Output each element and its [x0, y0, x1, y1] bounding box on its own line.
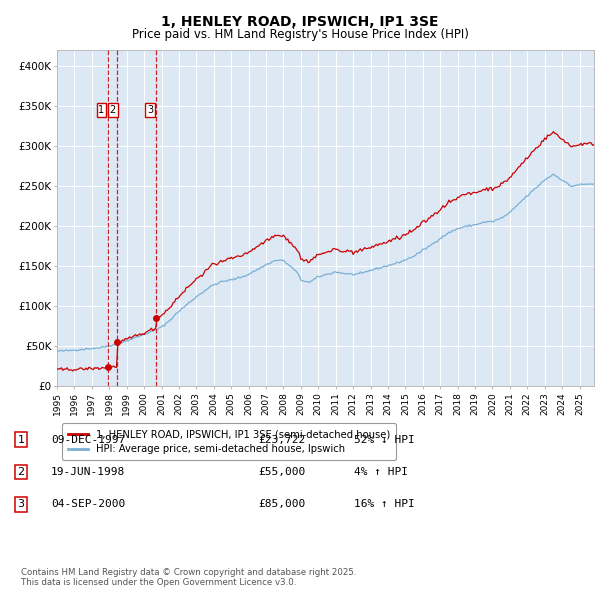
Text: £85,000: £85,000: [258, 500, 305, 509]
Text: Price paid vs. HM Land Registry's House Price Index (HPI): Price paid vs. HM Land Registry's House …: [131, 28, 469, 41]
Text: 19-JUN-1998: 19-JUN-1998: [51, 467, 125, 477]
Text: 1, HENLEY ROAD, IPSWICH, IP1 3SE: 1, HENLEY ROAD, IPSWICH, IP1 3SE: [161, 15, 439, 29]
Text: 16% ↑ HPI: 16% ↑ HPI: [354, 500, 415, 509]
Text: 04-SEP-2000: 04-SEP-2000: [51, 500, 125, 509]
Text: £23,722: £23,722: [258, 435, 305, 444]
Text: Contains HM Land Registry data © Crown copyright and database right 2025.
This d: Contains HM Land Registry data © Crown c…: [21, 568, 356, 587]
Legend: 1, HENLEY ROAD, IPSWICH, IP1 3SE (semi-detached house), HPI: Average price, semi: 1, HENLEY ROAD, IPSWICH, IP1 3SE (semi-d…: [62, 424, 396, 460]
Text: 52% ↓ HPI: 52% ↓ HPI: [354, 435, 415, 444]
Text: 09-DEC-1997: 09-DEC-1997: [51, 435, 125, 444]
Text: 2: 2: [110, 105, 116, 115]
Text: 4% ↑ HPI: 4% ↑ HPI: [354, 467, 408, 477]
Text: 1: 1: [98, 105, 104, 115]
Text: 3: 3: [147, 105, 153, 115]
Text: 2: 2: [17, 467, 25, 477]
Text: £55,000: £55,000: [258, 467, 305, 477]
Text: 3: 3: [17, 500, 25, 509]
Text: 1: 1: [17, 435, 25, 444]
